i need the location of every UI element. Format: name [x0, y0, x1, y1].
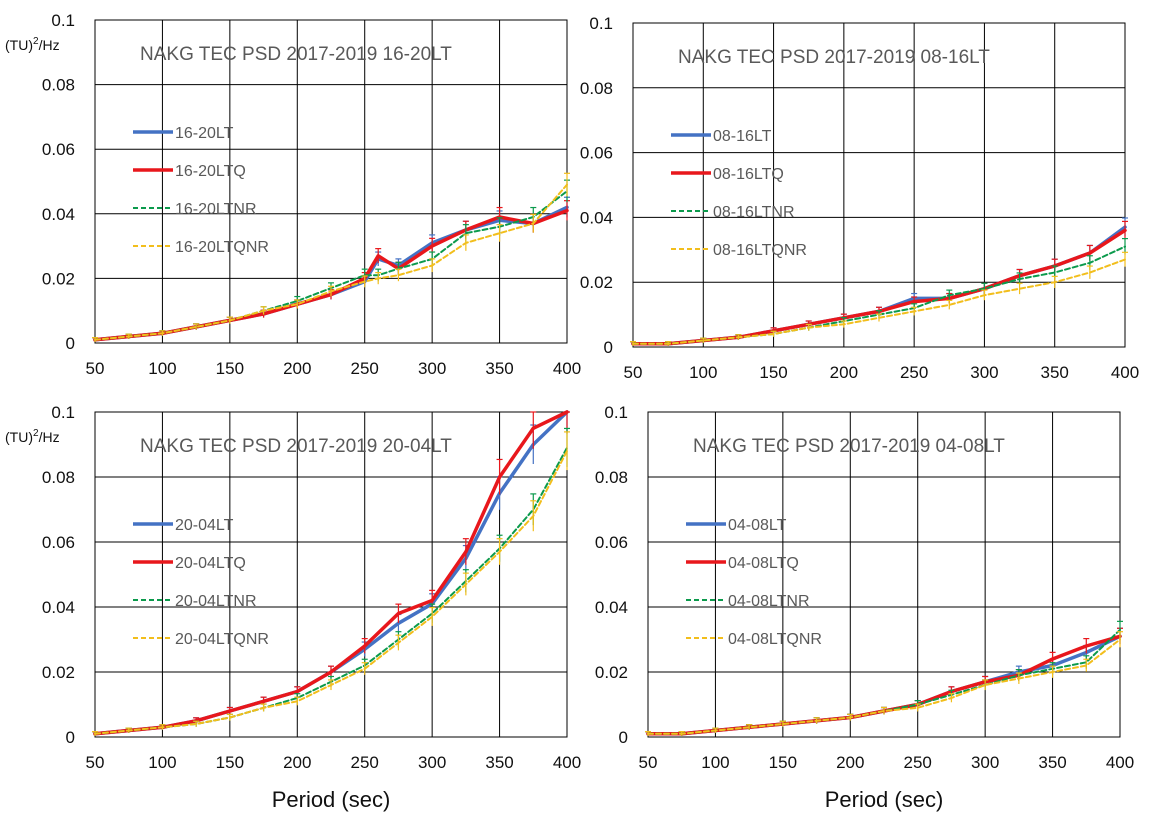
x-tick-label: 350 — [1038, 753, 1066, 772]
legend-label: 08-16LT — [713, 128, 772, 145]
legend-label: 20-04LTQNR — [175, 631, 269, 648]
chart-panel-2: 0 0.02 0.04 0.06 0.08 0.1 50 100 150 200 250 300 350… — [580, 14, 1139, 382]
legend-label: 04-08LTQ — [728, 555, 799, 572]
y-tick-label: 0.08 — [42, 468, 75, 487]
legend-label: 16-20LT — [175, 125, 234, 142]
legend-label: 04-08LT — [728, 517, 787, 534]
x-tick-label: 200 — [830, 363, 858, 382]
legend-label: 08-16LTQ — [713, 166, 784, 183]
x-tick-label: 150 — [216, 753, 244, 772]
x-tick-label: 350 — [485, 753, 513, 772]
x-tick-label: 400 — [553, 359, 581, 378]
y-tick-label: 0.02 — [580, 273, 613, 292]
y-tick-label: 0.06 — [42, 533, 75, 552]
x-tick-label: 200 — [283, 753, 311, 772]
x-tick-label: 300 — [418, 753, 446, 772]
chart-title: NAKG TEC PSD 2017-2019 16-20LT — [140, 44, 452, 65]
x-tick-label: 300 — [971, 753, 999, 772]
y-axis-label: (TU)2/Hz — [5, 428, 60, 445]
legend-label: 16-20LTQ — [175, 163, 246, 180]
series-line-04-08LTQNR — [647, 638, 1121, 735]
x-tick-label: 400 — [1111, 363, 1139, 382]
x-tick-label: 150 — [216, 359, 244, 378]
x-tick-label: 150 — [769, 753, 797, 772]
y-tick-label: 0.1 — [604, 403, 628, 422]
plot-area — [632, 22, 1126, 348]
x-tick-label: 50 — [639, 753, 658, 772]
y-tick-label: 0.04 — [42, 205, 75, 224]
x-tick-label: 100 — [148, 753, 176, 772]
y-tick-label: 0.02 — [42, 269, 75, 288]
y-tick-label: 0.02 — [595, 663, 628, 682]
y-tick-label: 0 — [66, 334, 75, 353]
x-tick-label: 400 — [1106, 753, 1134, 772]
chart-title: NAKG TEC PSD 2017-2019 04-08LT — [693, 436, 1005, 457]
y-tick-label: 0.1 — [589, 14, 613, 33]
y-tick-label: 0.02 — [42, 663, 75, 682]
series-line-16-20LTQNR — [94, 183, 568, 341]
series-line-20-04LTQNR — [94, 450, 568, 735]
x-tick-label: 250 — [900, 363, 928, 382]
series-line-20-04LTQ — [93, 410, 569, 736]
x-tick-label: 50 — [86, 753, 105, 772]
x-tick-label: 150 — [759, 363, 787, 382]
x-tick-label: 50 — [86, 359, 105, 378]
x-tick-label: 250 — [351, 359, 379, 378]
y-tick-label: 0.08 — [580, 79, 613, 98]
legend-label: 08-16LTNR — [713, 204, 795, 221]
x-tick-label: 250 — [351, 753, 379, 772]
y-tick-label: 0.06 — [42, 140, 75, 159]
legend-label: 08-16LTQNR — [713, 242, 807, 259]
y-tick-label: 0.1 — [51, 11, 75, 30]
chart-panel-3: 0 0.02 0.04 0.06 0.08 0.1 50 100 150 200 250 300 350… — [5, 403, 581, 812]
x-tick-label: 200 — [283, 359, 311, 378]
legend-label: 20-04LTQ — [175, 555, 246, 572]
y-tick-label: 0 — [619, 728, 628, 747]
y-tick-label: 0.04 — [42, 598, 75, 617]
y-tick-label: 0.08 — [595, 468, 628, 487]
chart-panel-1: 0 0.02 0.04 0.06 0.08 0.1 50 100 150 200 250 300 350… — [5, 11, 581, 378]
chart-panel-4: 0 0.02 0.04 0.06 0.08 0.1 50 100 150 200 250 300 350… — [595, 403, 1134, 812]
x-tick-label: 50 — [624, 363, 643, 382]
x-tick-label: 100 — [689, 363, 717, 382]
y-tick-label: 0.08 — [42, 76, 75, 95]
x-axis-title: Period (sec) — [272, 787, 391, 812]
legend-label: 04-08LTQNR — [728, 631, 822, 648]
y-tick-label: 0 — [604, 338, 613, 357]
x-tick-label: 250 — [904, 753, 932, 772]
x-tick-label: 400 — [553, 753, 581, 772]
legend-label: 20-04LTNR — [175, 593, 257, 610]
x-tick-label: 300 — [970, 363, 998, 382]
y-tick-label: 0.1 — [51, 403, 75, 422]
x-axis-title: Period (sec) — [825, 787, 944, 812]
legend-label: 16-20LTNR — [175, 201, 257, 218]
x-tick-label: 200 — [836, 753, 864, 772]
y-tick-label: 0.06 — [595, 533, 628, 552]
x-tick-label: 350 — [485, 359, 513, 378]
chart-title: NAKG TEC PSD 2017-2019 08-16LT — [678, 47, 990, 68]
y-axis-label: (TU)2/Hz — [5, 36, 60, 53]
y-tick-label: 0.06 — [580, 144, 613, 163]
x-tick-label: 100 — [701, 753, 729, 772]
y-tick-label: 0 — [66, 728, 75, 747]
x-tick-label: 100 — [148, 359, 176, 378]
series-line-08-16LTQNR — [632, 258, 1126, 345]
y-tick-label: 0.04 — [595, 598, 628, 617]
y-tick-label: 0.04 — [580, 208, 613, 227]
legend-label: 04-08LTNR — [728, 593, 810, 610]
plot-area — [647, 411, 1121, 738]
x-tick-label: 350 — [1041, 363, 1069, 382]
x-tick-label: 300 — [418, 359, 446, 378]
chart-title: NAKG TEC PSD 2017-2019 20-04LT — [140, 436, 452, 457]
legend-label: 16-20LTQNR — [175, 239, 269, 256]
legend-label: 20-04LT — [175, 517, 234, 534]
